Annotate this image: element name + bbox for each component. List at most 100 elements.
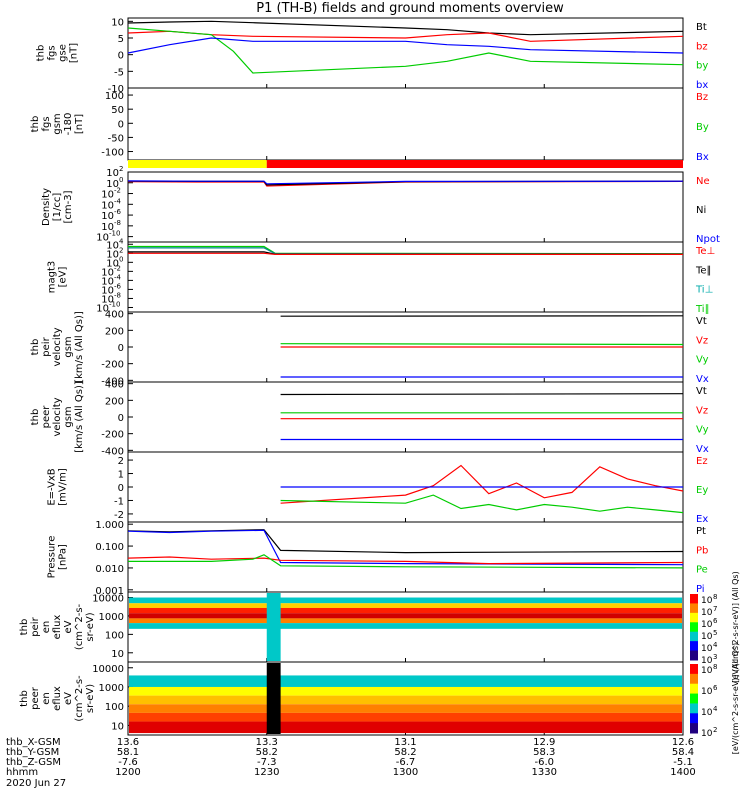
legend-entry: Pb	[696, 545, 708, 556]
colorbar-segment	[690, 683, 698, 695]
y-tick-label: 10	[106, 240, 119, 251]
y-tick-label: -2	[114, 510, 124, 521]
y-tick-label: 0	[118, 483, 124, 494]
y-tick-exponent: -2	[114, 187, 121, 195]
colorbar-segment	[690, 622, 698, 633]
y-axis-label: [cm-3]	[63, 190, 74, 223]
series-line-Bt	[127, 20, 684, 36]
y-tick-label: -50	[108, 133, 124, 144]
legend-entry: Pe	[696, 565, 708, 576]
spectrogram-band	[129, 623, 682, 629]
y-axis-label: magt3	[47, 261, 58, 294]
y-tick-exponent: -2	[114, 264, 121, 272]
colorbar-tick-exponent: 8	[713, 593, 717, 601]
y-tick-label: 10	[101, 267, 114, 278]
time-axis-value: 58.4	[672, 747, 694, 758]
y-tick-label: 200	[105, 396, 124, 407]
colorbar-tick-exponent: 7	[713, 605, 717, 613]
colorbar-tick-label: 10	[701, 687, 713, 697]
legend-entry: Vz	[696, 405, 708, 416]
colorbar-tick-label: 10	[701, 708, 713, 718]
y-axis-label: fgs	[41, 116, 52, 131]
time-axis-value: 58.3	[533, 747, 555, 758]
legend-entry: Vt	[696, 386, 707, 397]
y-tick-label: 200	[105, 326, 124, 337]
spectrogram-band	[129, 675, 682, 687]
legend-entry: Bx	[696, 152, 709, 163]
y-axis-label: gsm	[63, 336, 74, 357]
colorbar-tick-label: 10	[701, 632, 713, 642]
legend-entry: Ni	[696, 205, 706, 216]
y-axis-label: [eV]	[58, 267, 69, 288]
y-axis-label: en	[41, 621, 52, 634]
y-axis-label: [nT]	[74, 114, 85, 134]
time-axis-row-label: thb_Z-GSM	[6, 757, 61, 768]
legend-entry: Ey	[696, 485, 708, 496]
y-axis-label: peer	[30, 686, 41, 710]
colorbar-tick-exponent: 4	[713, 641, 718, 649]
legend-entry: Vt	[696, 316, 707, 327]
y-tick-label: 100	[105, 91, 124, 102]
colorbar-tick-exponent: 2	[713, 726, 717, 734]
y-axis-label: [1/cc]	[52, 193, 63, 222]
y-tick-label: -400	[101, 376, 124, 387]
spectrogram-band	[129, 603, 682, 608]
y-tick-exponent: 2	[119, 246, 123, 254]
colorbar-tick-exponent: 8	[713, 663, 717, 671]
y-axis-label: (cm^2-s-	[74, 603, 85, 650]
series-line-Te⊥	[128, 252, 683, 255]
y-tick-label: 10	[96, 303, 109, 314]
series-line-Vt	[280, 393, 684, 396]
y-tick-label: 50	[111, 105, 124, 116]
spectrogram-band	[129, 712, 682, 722]
y-tick-label: 10000	[92, 664, 124, 675]
y-tick-label: 400	[105, 380, 124, 391]
y-axis-label: [nPa]	[58, 544, 69, 570]
series-line-by	[127, 27, 684, 74]
y-axis-label: fgs	[47, 45, 58, 60]
y-tick-exponent: -6	[114, 282, 122, 290]
time-axis-value: 1330	[532, 767, 557, 778]
colorbar-tick-label: 10	[701, 656, 713, 666]
legend-entry: Vy	[696, 355, 709, 366]
y-tick-label: 1.000	[95, 520, 124, 531]
y-tick-label: 0	[118, 413, 124, 424]
y-tick-exponent: -4	[114, 273, 122, 281]
y-tick-label: 10	[101, 211, 114, 222]
spectrogram-gap	[266, 593, 281, 661]
colorbar-label: [eV/(cm^2-s-sr-eV)] (All Qs)	[731, 571, 740, 682]
spectrogram-band	[129, 704, 682, 713]
spectrogram-band	[129, 613, 682, 619]
y-axis-label: eV	[63, 620, 74, 633]
y-tick-label: -5	[114, 67, 124, 78]
y-tick-label: 10	[101, 276, 114, 287]
y-axis-label: thb	[30, 409, 41, 426]
time-axis-value: 12.6	[672, 737, 694, 748]
spectrogram-band	[129, 721, 682, 734]
y-axis-label: [mV/m]	[58, 468, 69, 506]
time-axis-value: 13.3	[256, 737, 278, 748]
y-axis-label: thb	[19, 619, 30, 636]
time-axis-value: -6.7	[396, 757, 416, 768]
series-line-Ex	[280, 494, 684, 514]
y-axis-label: sr-eV)	[85, 612, 96, 641]
colorbar-segment	[690, 673, 698, 685]
y-tick-label: -100	[101, 148, 124, 159]
colorbar-tick-exponent: 6	[713, 684, 718, 692]
legend-entry: bx	[696, 80, 708, 91]
series-line-Pb	[127, 556, 684, 565]
colorbar-segment	[690, 650, 698, 661]
colorbar-tick-label: 10	[701, 729, 713, 739]
y-tick-exponent: -8	[114, 219, 121, 227]
panel-peir-velocity: 400 200 0 -200 -400 thb peir velocity gsm [km/s (…	[30, 310, 709, 388]
mode-segment	[266, 160, 683, 168]
y-tick-label: 10	[106, 179, 119, 190]
y-tick-label: 10	[96, 233, 109, 244]
y-tick-label: 1000	[99, 612, 124, 623]
colorbar-segment	[690, 713, 698, 724]
y-axis-label: (cm^2-s-	[74, 675, 85, 722]
colorbar-segment	[690, 664, 698, 675]
y-tick-exponent: -8	[114, 291, 121, 299]
colorbar-tick-label: 10	[701, 596, 713, 606]
colorbar-tick-label: 10	[701, 620, 713, 630]
